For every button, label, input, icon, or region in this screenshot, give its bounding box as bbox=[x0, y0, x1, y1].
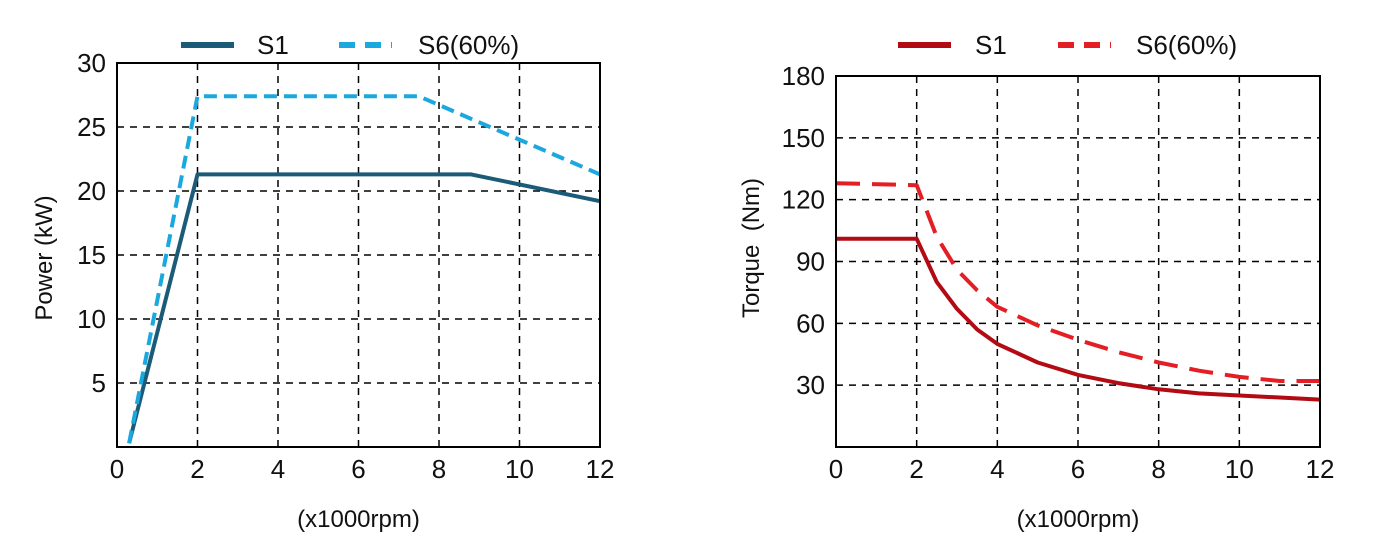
torque-x-tick-label: 4 bbox=[990, 454, 1004, 484]
torque-legend-label: S1 bbox=[975, 30, 1007, 60]
power-series-s1 bbox=[127, 172, 601, 444]
power-legend-label: S1 bbox=[257, 30, 289, 60]
torque-series-s6-60 bbox=[835, 181, 1320, 383]
power-x-tick-label: 2 bbox=[190, 454, 204, 484]
torque-y-tick-label: 60 bbox=[796, 308, 825, 338]
power-legend-label: S6(60%) bbox=[418, 30, 519, 60]
torque-y-tick-label: 180 bbox=[782, 61, 825, 91]
torque-x-tick-label: 8 bbox=[1151, 454, 1165, 484]
power-x-axis-label: (x1000rpm) bbox=[297, 506, 420, 533]
torque-x-tick-label: 12 bbox=[1306, 454, 1335, 484]
torque-y-tick-label: 150 bbox=[782, 123, 825, 153]
torque-plot-frame bbox=[835, 75, 1321, 448]
power-y-tick-label: 10 bbox=[77, 304, 106, 334]
power-y-tick-label: 30 bbox=[77, 48, 106, 78]
power-chart: 0 2 4 6 8 10 12 5 10 15 20 25 30 (x1000rpm) Power (kW)… bbox=[31, 30, 614, 533]
torque-x-tick-label: 10 bbox=[1225, 454, 1254, 484]
power-y-tick-label: 25 bbox=[77, 112, 106, 142]
torque-y-axis-label: Torque (Nm) bbox=[738, 178, 765, 318]
power-plot-frame bbox=[116, 62, 601, 448]
power-y-axis-label: Power (kW) bbox=[31, 195, 58, 320]
torque-y-tick-label: 120 bbox=[782, 185, 825, 215]
power-y-tick-label: 15 bbox=[77, 240, 106, 270]
torque-x-tick-label: 2 bbox=[909, 454, 923, 484]
torque-x-tick-label: 6 bbox=[1071, 454, 1085, 484]
power-x-tick-label: 10 bbox=[505, 454, 534, 484]
torque-x-axis-label: (x1000rpm) bbox=[1017, 506, 1140, 533]
power-series-s6-60 bbox=[127, 94, 601, 444]
power-y-tick-label: 20 bbox=[77, 176, 106, 206]
torque-legend-label: S6(60%) bbox=[1136, 30, 1237, 60]
power-x-tick-label: 0 bbox=[110, 454, 124, 484]
power-y-tick-label: 5 bbox=[92, 368, 106, 398]
torque-series-s1 bbox=[836, 236, 1321, 402]
power-x-tick-label: 6 bbox=[351, 454, 365, 484]
torque-x-tick-label: 0 bbox=[829, 454, 843, 484]
torque-y-tick-label: 90 bbox=[796, 247, 825, 277]
torque-chart: 0 2 4 6 8 10 12 30 60 90 120 150 180 (x1000rpm) Torque… bbox=[738, 30, 1334, 533]
torque-y-tick-label: 30 bbox=[796, 370, 825, 400]
power-x-tick-label: 4 bbox=[271, 454, 285, 484]
power-x-tick-label: 8 bbox=[432, 454, 446, 484]
power-x-tick-label: 12 bbox=[586, 454, 615, 484]
